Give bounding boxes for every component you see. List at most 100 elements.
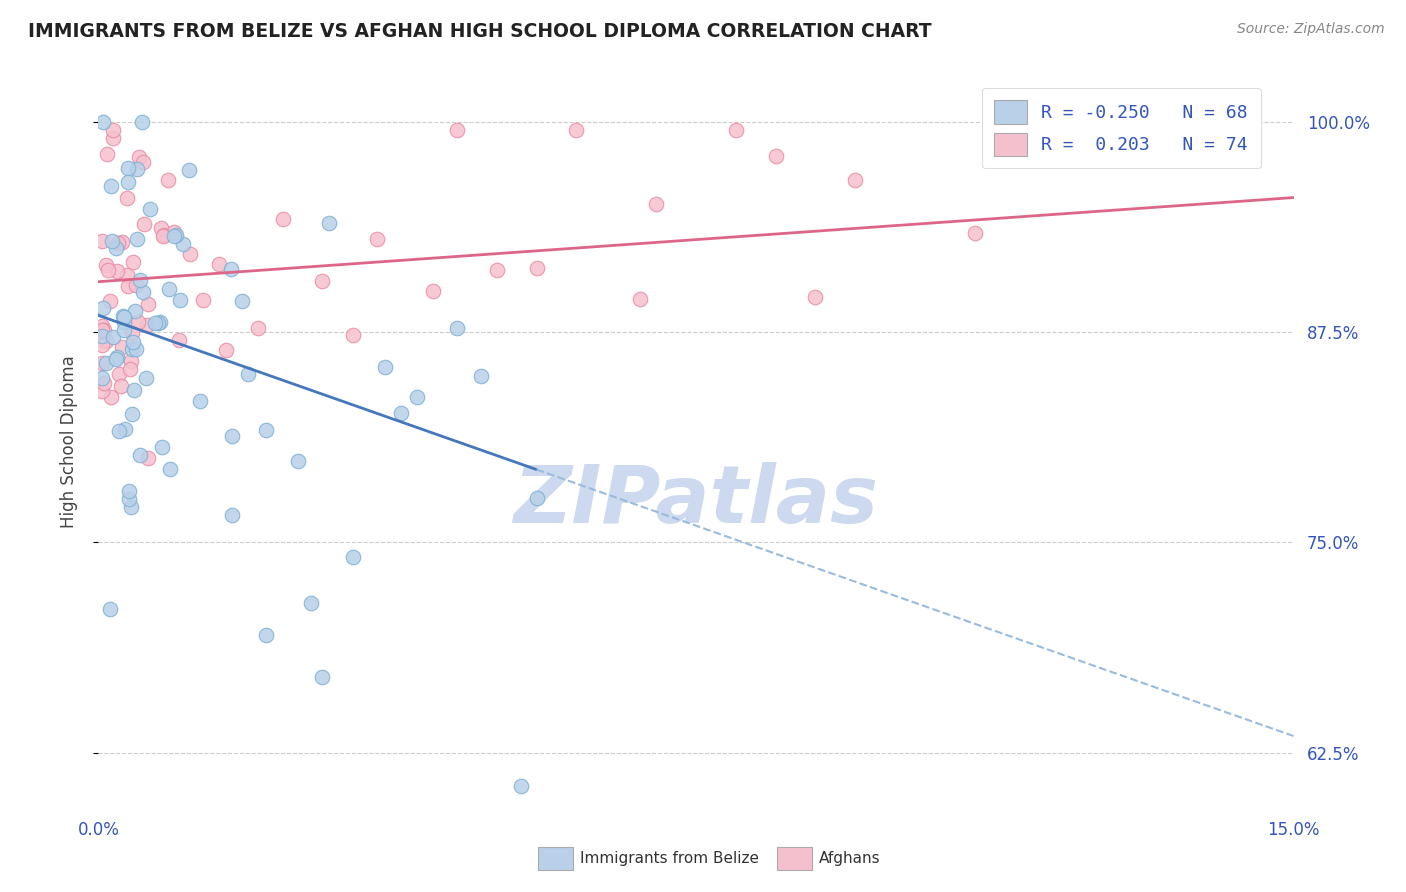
Point bbox=[127, 162, 149, 177]
Text: ZIPatlas: ZIPatlas bbox=[513, 462, 879, 540]
Point bbox=[112, 323, 135, 337]
Point bbox=[231, 294, 253, 309]
Point bbox=[121, 334, 143, 349]
Point bbox=[509, 780, 531, 794]
Text: Source: ZipAtlas.com: Source: ZipAtlas.com bbox=[1237, 22, 1385, 37]
Point bbox=[105, 350, 128, 364]
Point bbox=[96, 147, 118, 161]
Point bbox=[96, 356, 118, 370]
Point bbox=[446, 321, 468, 335]
Point bbox=[273, 211, 295, 226]
Point bbox=[208, 256, 231, 270]
Point bbox=[97, 263, 120, 277]
Point bbox=[172, 237, 194, 252]
Point bbox=[112, 315, 135, 329]
Point bbox=[118, 362, 141, 376]
Point bbox=[645, 197, 668, 211]
Point bbox=[91, 338, 114, 352]
Point bbox=[153, 227, 176, 242]
Point bbox=[318, 216, 340, 230]
Point bbox=[94, 334, 117, 348]
Point bbox=[115, 268, 138, 282]
Point bbox=[114, 422, 136, 436]
Point bbox=[342, 328, 364, 343]
Point bbox=[169, 293, 191, 308]
Point bbox=[221, 429, 243, 443]
Point bbox=[107, 235, 129, 250]
Point bbox=[963, 226, 986, 240]
Point bbox=[120, 500, 142, 514]
Point bbox=[374, 359, 396, 374]
Point bbox=[136, 451, 159, 466]
Point bbox=[526, 260, 548, 275]
Point bbox=[127, 315, 149, 329]
Point bbox=[159, 462, 181, 476]
Point bbox=[108, 367, 131, 381]
Point bbox=[118, 483, 141, 498]
Point bbox=[128, 448, 150, 462]
Point bbox=[311, 274, 333, 288]
Point bbox=[111, 340, 134, 354]
Point bbox=[132, 285, 155, 299]
Point bbox=[152, 228, 174, 243]
Text: IMMIGRANTS FROM BELIZE VS AFGHAN HIGH SCHOOL DIPLOMA CORRELATION CHART: IMMIGRANTS FROM BELIZE VS AFGHAN HIGH SC… bbox=[28, 22, 932, 41]
Point bbox=[628, 292, 651, 306]
Point bbox=[135, 371, 157, 385]
Point bbox=[146, 316, 169, 330]
Point bbox=[254, 628, 277, 642]
Point bbox=[446, 123, 468, 137]
Point bbox=[110, 235, 132, 250]
Point bbox=[844, 173, 866, 187]
Point bbox=[342, 550, 364, 565]
Point bbox=[93, 323, 115, 337]
Point bbox=[121, 342, 143, 356]
Point bbox=[724, 123, 747, 137]
Point bbox=[121, 326, 143, 340]
Point bbox=[101, 234, 124, 248]
Point bbox=[122, 254, 145, 268]
Point bbox=[157, 282, 180, 296]
Point bbox=[246, 320, 269, 334]
Point bbox=[98, 294, 121, 309]
Point bbox=[128, 150, 150, 164]
Point bbox=[422, 284, 444, 298]
Point bbox=[117, 191, 139, 205]
Point bbox=[91, 371, 114, 385]
Point bbox=[565, 123, 588, 137]
Text: Afghans: Afghans bbox=[818, 852, 880, 866]
Point bbox=[485, 263, 508, 277]
Point bbox=[120, 354, 142, 368]
Point bbox=[193, 293, 215, 308]
Point bbox=[143, 316, 166, 330]
Point bbox=[91, 301, 114, 316]
Point bbox=[91, 329, 114, 343]
Point bbox=[526, 491, 548, 505]
Point bbox=[91, 234, 114, 248]
Point bbox=[765, 149, 787, 163]
Point bbox=[221, 508, 243, 522]
Text: Immigrants from Belize: Immigrants from Belize bbox=[581, 852, 759, 866]
Point bbox=[366, 232, 388, 246]
Point bbox=[287, 453, 309, 467]
Point bbox=[91, 115, 114, 129]
Point bbox=[118, 492, 141, 507]
Point bbox=[91, 384, 114, 399]
Point bbox=[389, 406, 412, 420]
Point bbox=[111, 309, 134, 323]
Point bbox=[124, 304, 146, 318]
Point bbox=[98, 602, 121, 616]
Point bbox=[163, 226, 186, 240]
Point bbox=[149, 221, 172, 235]
Point bbox=[121, 407, 143, 421]
Point bbox=[125, 342, 148, 356]
Point bbox=[93, 376, 115, 390]
Point bbox=[125, 278, 148, 293]
Point bbox=[804, 290, 827, 304]
Point bbox=[135, 318, 157, 333]
Point bbox=[179, 163, 201, 178]
Point bbox=[163, 229, 186, 244]
Point bbox=[157, 173, 180, 187]
Point bbox=[91, 323, 114, 337]
Point bbox=[91, 356, 114, 370]
Point bbox=[100, 390, 122, 404]
